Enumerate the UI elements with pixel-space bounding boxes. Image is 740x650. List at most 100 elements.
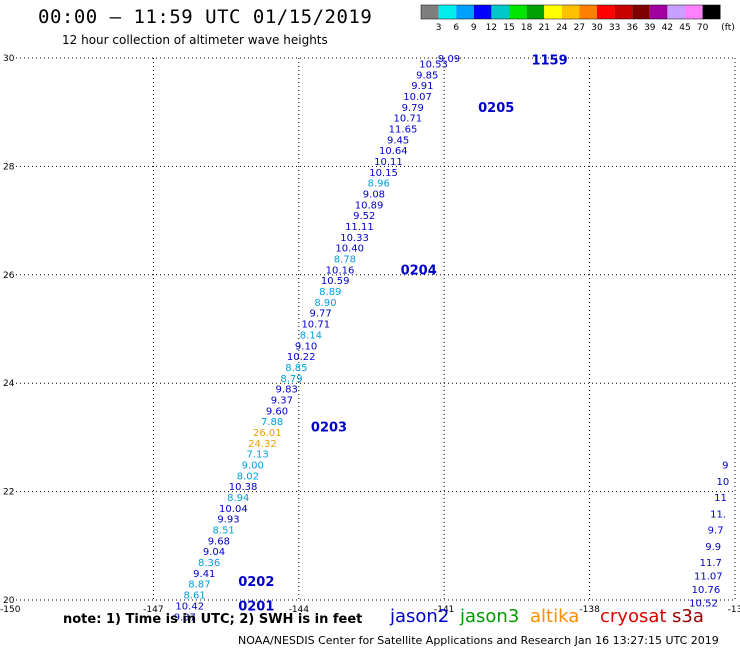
swh-value: 8.90: [314, 298, 336, 309]
lat-tick-label: 30: [3, 54, 15, 64]
swh-value: 8.87: [188, 580, 210, 591]
colorbar-swatch: [473, 5, 492, 19]
swh-value: 9.68: [208, 536, 230, 547]
swh-value: 8.14: [300, 330, 322, 341]
swh-value: 10.07: [403, 92, 432, 103]
swh-value: 10.22: [287, 352, 316, 363]
swh-value: 11: [714, 493, 727, 504]
swh-value: 10.42: [175, 601, 204, 612]
swh-value: 10.71: [394, 114, 423, 125]
legend-jason3: jason3: [460, 606, 520, 627]
colorbar-swatch: [579, 5, 597, 19]
colorbar-label: 18: [521, 23, 533, 33]
swh-value: 10.89: [355, 200, 384, 211]
legend-jason2: jason2: [390, 606, 450, 627]
colorbar-swatch: [632, 5, 650, 19]
lon-tick-label: -13: [728, 605, 740, 615]
swh-value: 8.02: [237, 471, 259, 482]
swh-value: 9.77: [309, 309, 331, 320]
swh-value: 9.37: [174, 612, 196, 623]
colorbar-label: 27: [574, 23, 585, 33]
observation-labels: 10.539.859.9110.079.7910.7111.659.4510.6…: [174, 54, 729, 623]
swh-value: 10.11: [374, 157, 403, 168]
swh-value: 10.53: [419, 59, 448, 70]
swh-value: 10.40: [335, 244, 364, 255]
swh-value: 9.09: [438, 54, 460, 65]
time-label: 0204: [401, 263, 437, 278]
footer-credit: NOAA/NESDIS Center for Satellite Applica…: [238, 634, 719, 647]
colorbar-swatch: [685, 5, 703, 19]
colorbar-label: 21: [538, 23, 549, 33]
colorbar-frame: [420, 4, 721, 20]
swh-value: 9.04: [203, 547, 225, 558]
swh-value: 9.85: [416, 70, 438, 81]
swh-value: 7.88: [261, 417, 283, 428]
swh-value: 8.89: [319, 287, 341, 298]
time-label: 0201: [238, 599, 274, 614]
colorbar-swatch: [526, 5, 545, 19]
swh-value: 9.7: [708, 526, 724, 537]
lat-tick-label: 24: [3, 379, 15, 389]
colorbar-swatch: [438, 5, 457, 19]
swh-value: 9.37: [271, 395, 293, 406]
swh-value: 11.11: [345, 222, 374, 233]
swh-value: 10.52: [689, 599, 718, 610]
swh-value: 11.65: [389, 124, 418, 135]
colorbar-label: 12: [486, 23, 497, 33]
swh-value: 9.9: [705, 542, 721, 553]
swh-value: 8.36: [198, 558, 220, 569]
swh-value: 11.07: [694, 572, 723, 583]
time-label: 0202: [238, 575, 274, 590]
page-title: 00:00 – 11:59 UTC 01/15/2019: [38, 6, 373, 28]
colorbar-label: 36: [626, 23, 638, 33]
swh-value: 10.04: [219, 504, 248, 515]
colorbar-label: 3: [436, 23, 442, 33]
lon-tick-label: -144: [289, 605, 310, 615]
swh-value: 9.45: [387, 135, 409, 146]
swh-value: 10: [717, 477, 730, 488]
lon-tick-label: -141: [434, 605, 454, 615]
colorbar-label: 45: [679, 23, 690, 33]
swh-value: 9.10: [295, 341, 317, 352]
swh-value: 8.85: [285, 363, 307, 374]
time-label: 1159: [531, 54, 567, 69]
swh-value: 10.15: [369, 168, 398, 179]
colorbar-swatch: [597, 5, 615, 19]
colorbar-legend: 3 6 9 12 15 18 21 24 27 30 33 36 39 42 45 70 (ft): [420, 4, 735, 33]
swh-value: 9.79: [402, 103, 424, 114]
swh-value: 10.33: [340, 233, 369, 244]
swh-value: 8.79: [280, 374, 302, 385]
swh-value: 9: [722, 461, 728, 472]
colorbar-label: 9: [471, 23, 477, 33]
time-label: 0203: [311, 421, 347, 436]
colorbar-swatch: [456, 5, 474, 19]
lat-tick-label: 22: [3, 488, 14, 498]
colorbar-swatch: [421, 5, 439, 19]
swh-value: 9.00: [242, 461, 264, 472]
colorbar-swatch: [491, 5, 509, 19]
colorbar-swatch: [509, 5, 527, 19]
colorbar-swatch: [561, 5, 580, 19]
map-grid: [16, 57, 736, 601]
swh-value: 10.59: [321, 276, 350, 287]
lon-tick-label: -150: [0, 605, 21, 615]
lon-tick-label: -138: [579, 605, 600, 615]
legend-cryosat: cryosat: [600, 606, 667, 627]
colorbar-label: 33: [609, 23, 620, 33]
lat-tick-label: 26: [3, 271, 15, 281]
swh-value: 9.41: [193, 569, 215, 580]
swh-value: 11.7: [700, 558, 722, 569]
swh-value: 9.60: [266, 406, 288, 417]
swh-value: 8.96: [368, 179, 390, 190]
colorbar-swatch: [614, 5, 633, 19]
colorbar-swatch: [667, 5, 685, 19]
swh-value: 9.52: [353, 211, 375, 222]
colorbar-swatch: [702, 5, 721, 19]
swh-value: 8.94: [227, 493, 249, 504]
swh-value: 10.64: [379, 146, 408, 157]
colorbar-label: 39: [644, 23, 656, 33]
colorbar-label: 42: [662, 23, 673, 33]
swh-value: 10.38: [229, 482, 258, 493]
legend-s3a: s3a: [672, 606, 704, 627]
